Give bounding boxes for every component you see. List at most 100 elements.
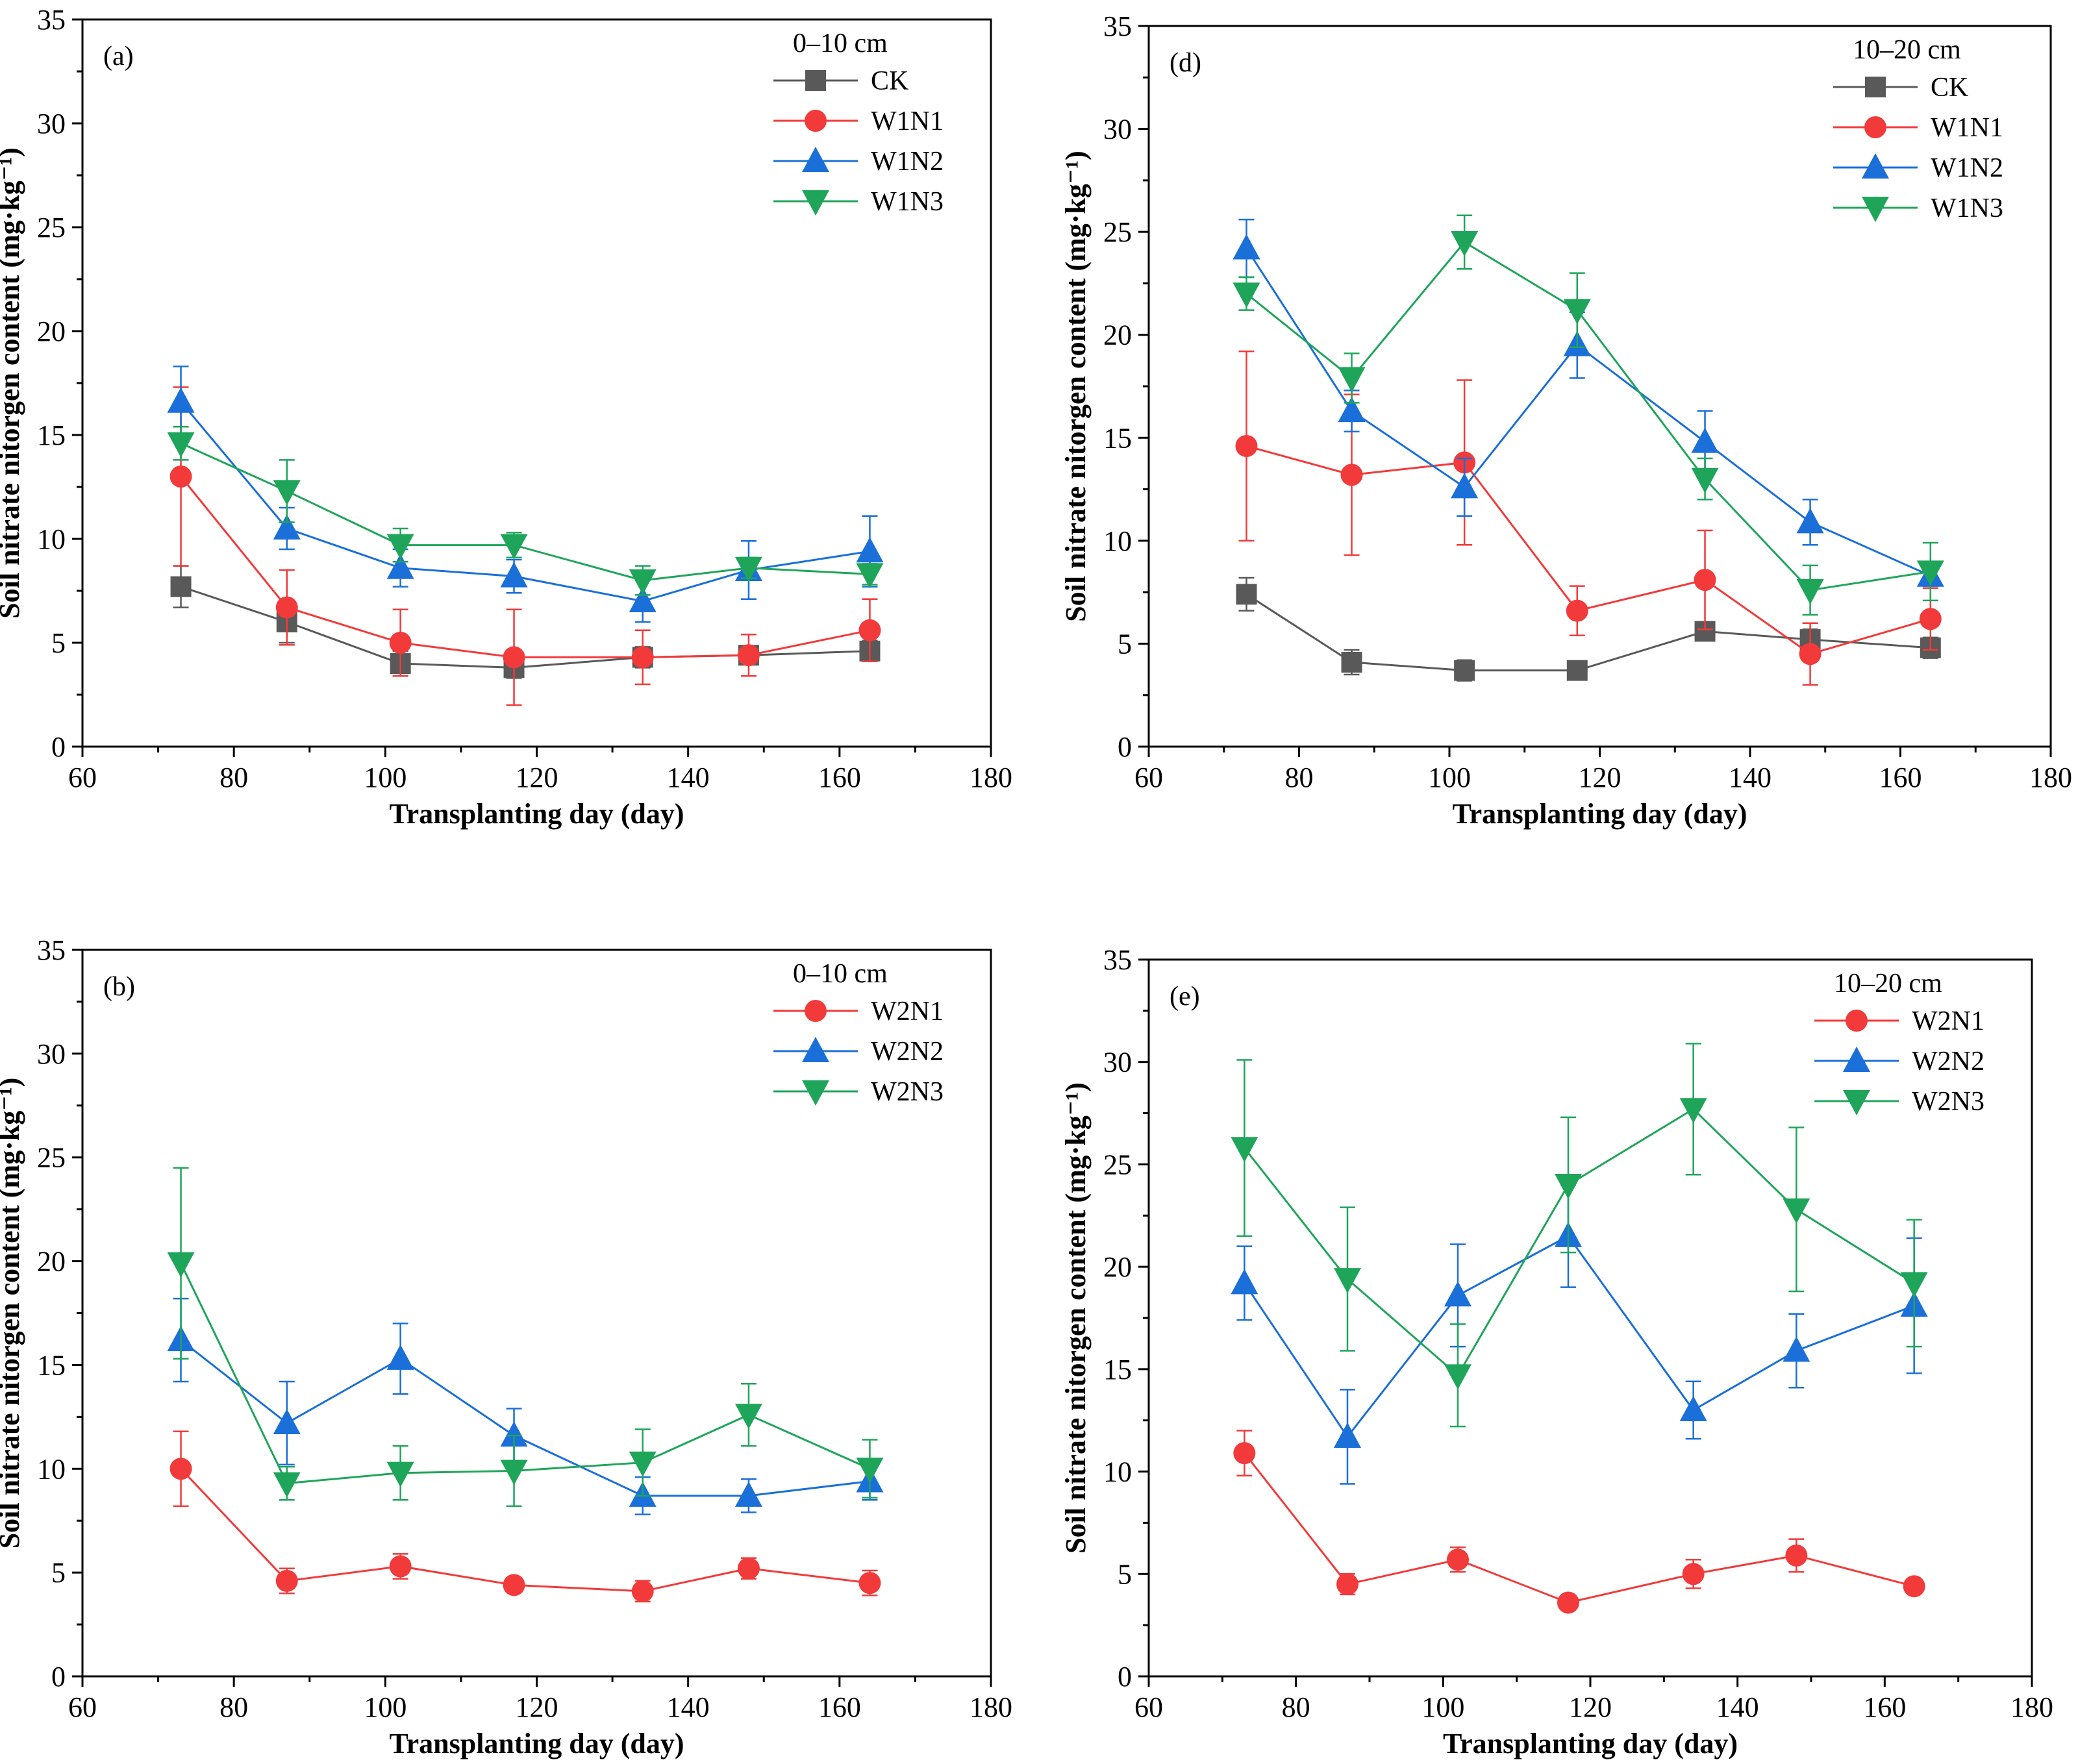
- series-W1N3: [167, 425, 884, 596]
- panel-label: (a): [103, 42, 134, 71]
- data-point: [1338, 397, 1366, 423]
- data-point: [1338, 367, 1366, 393]
- data-point: [734, 1481, 762, 1507]
- series-line: [180, 1263, 871, 1485]
- y-tick-label: 25: [37, 212, 66, 243]
- y-axis-title: Soil nitrate nitorgen content (mg·kg⁻¹): [1060, 1082, 1092, 1554]
- y-tick-label: 5: [51, 1557, 66, 1589]
- data-point: [170, 576, 192, 597]
- data-point: [386, 534, 414, 560]
- data-point: [386, 1461, 414, 1487]
- y-tick-label: 15: [1103, 1354, 1132, 1385]
- legend-label: W2N3: [1912, 1087, 1984, 1117]
- x-tick-label: 60: [1134, 1691, 1163, 1723]
- legend-label: CK: [1931, 73, 1968, 103]
- x-tick-label: 120: [1579, 762, 1621, 793]
- legend-label: W1N2: [871, 147, 944, 177]
- data-point: [1691, 427, 1719, 453]
- data-point: [167, 432, 195, 458]
- data-point: [1796, 578, 1824, 604]
- series-W2N1: [169, 1430, 881, 1603]
- x-axis-title: Transplanting day (day): [390, 798, 684, 830]
- legend: 0–10 cm CK W1N1 W1N2 W1N3: [773, 29, 944, 217]
- legend-swatch-marker: [802, 1037, 829, 1062]
- data-point: [629, 587, 657, 612]
- series-CK: [1236, 577, 1941, 682]
- data-point: [500, 1421, 528, 1447]
- x-tick-label: 120: [1569, 1691, 1612, 1723]
- plot-frame: [81, 949, 992, 1678]
- chart-panel-a: 60 80 100 120 140 160 180 0 5 10 15 20 25 30 35 Transpl…: [0, 4, 1012, 830]
- x-tick-label: 160: [818, 762, 861, 793]
- y-tick-label: 20: [1103, 319, 1132, 351]
- data-point: [1231, 1269, 1258, 1295]
- legend-swatch-marker: [802, 147, 829, 172]
- data-point: [1694, 569, 1716, 591]
- data-point: [1454, 660, 1475, 681]
- legend-label: W2N1: [871, 997, 944, 1026]
- x-tick-label: 60: [1134, 762, 1163, 793]
- y-tick-label: 35: [37, 934, 66, 966]
- chart-panel-e: 60 80 100 120 140 160 180 0 5 10 15 20 25 30 35 Transpl…: [1060, 944, 2053, 1759]
- x-tick-label: 80: [219, 1691, 248, 1723]
- data-point: [500, 534, 528, 560]
- data-point: [1903, 1575, 1925, 1598]
- data-point: [275, 1569, 298, 1592]
- plot-frame: [81, 18, 992, 748]
- series-line: [180, 442, 870, 582]
- y-tick-label: 0: [1118, 1661, 1132, 1693]
- y-tick-label: 35: [37, 4, 66, 36]
- x-axis-title: Transplanting day (day): [390, 1728, 684, 1759]
- data-point: [1563, 299, 1591, 325]
- y-tick-label: 30: [37, 108, 66, 140]
- y-tick-label: 30: [1103, 114, 1132, 145]
- data-point: [1233, 1442, 1256, 1465]
- legend-label: W1N2: [1931, 153, 2003, 183]
- x-tick-label: 140: [667, 1691, 710, 1723]
- series-W1N1: [1235, 350, 1942, 686]
- legend-label: W1N3: [1931, 193, 2003, 223]
- legend: 10–20 cm W2N1 W2N2 W2N3: [1814, 969, 1984, 1117]
- data-point: [169, 466, 192, 488]
- legend-swatch-marker: [805, 1000, 827, 1022]
- y-tick-label: 20: [1103, 1251, 1132, 1283]
- legend-label: W2N2: [1912, 1047, 1984, 1076]
- data-point: [1682, 1563, 1705, 1585]
- data-point: [856, 563, 884, 589]
- legend-label: W2N2: [871, 1037, 944, 1067]
- series-W1N2: [1233, 218, 1944, 587]
- data-point: [1916, 560, 1944, 586]
- y-tick-label: 35: [1103, 944, 1132, 976]
- y-tick-label: 5: [1118, 1558, 1132, 1590]
- y-tick-label: 15: [1103, 422, 1132, 454]
- legend-swatch-marker: [1864, 116, 1886, 138]
- data-point: [1334, 1422, 1361, 1448]
- data-point: [389, 1555, 412, 1578]
- data-point: [273, 1472, 301, 1498]
- legend-title: 0–10 cm: [793, 959, 888, 989]
- data-point: [500, 562, 528, 588]
- data-point: [1679, 1395, 1707, 1421]
- x-tick-label: 100: [1428, 762, 1471, 793]
- y-tick-label: 10: [37, 1453, 66, 1485]
- data-point: [1447, 1548, 1469, 1571]
- y-tick-label: 5: [51, 627, 66, 659]
- legend-label: W1N1: [871, 106, 944, 136]
- legend-label: CK: [871, 66, 908, 96]
- data-point: [1236, 584, 1257, 605]
- series-W2N2: [1231, 1184, 1928, 1485]
- x-tick-label: 100: [364, 762, 407, 793]
- y-tick-label: 0: [51, 1661, 66, 1693]
- series-W1N2: [167, 366, 884, 623]
- data-point: [275, 596, 298, 619]
- data-point: [1796, 508, 1824, 534]
- x-axis-title: Transplanting day (day): [1453, 798, 1747, 830]
- data-point: [1566, 599, 1588, 622]
- y-tick-label: 30: [1103, 1047, 1132, 1078]
- series-W2N1: [1233, 1430, 1925, 1614]
- y-tick-label: 20: [37, 316, 66, 347]
- y-tick-label: 10: [1103, 1456, 1132, 1488]
- data-point: [1451, 473, 1479, 499]
- x-tick-label: 180: [2029, 762, 2072, 793]
- plot-frame: [1147, 958, 2033, 1678]
